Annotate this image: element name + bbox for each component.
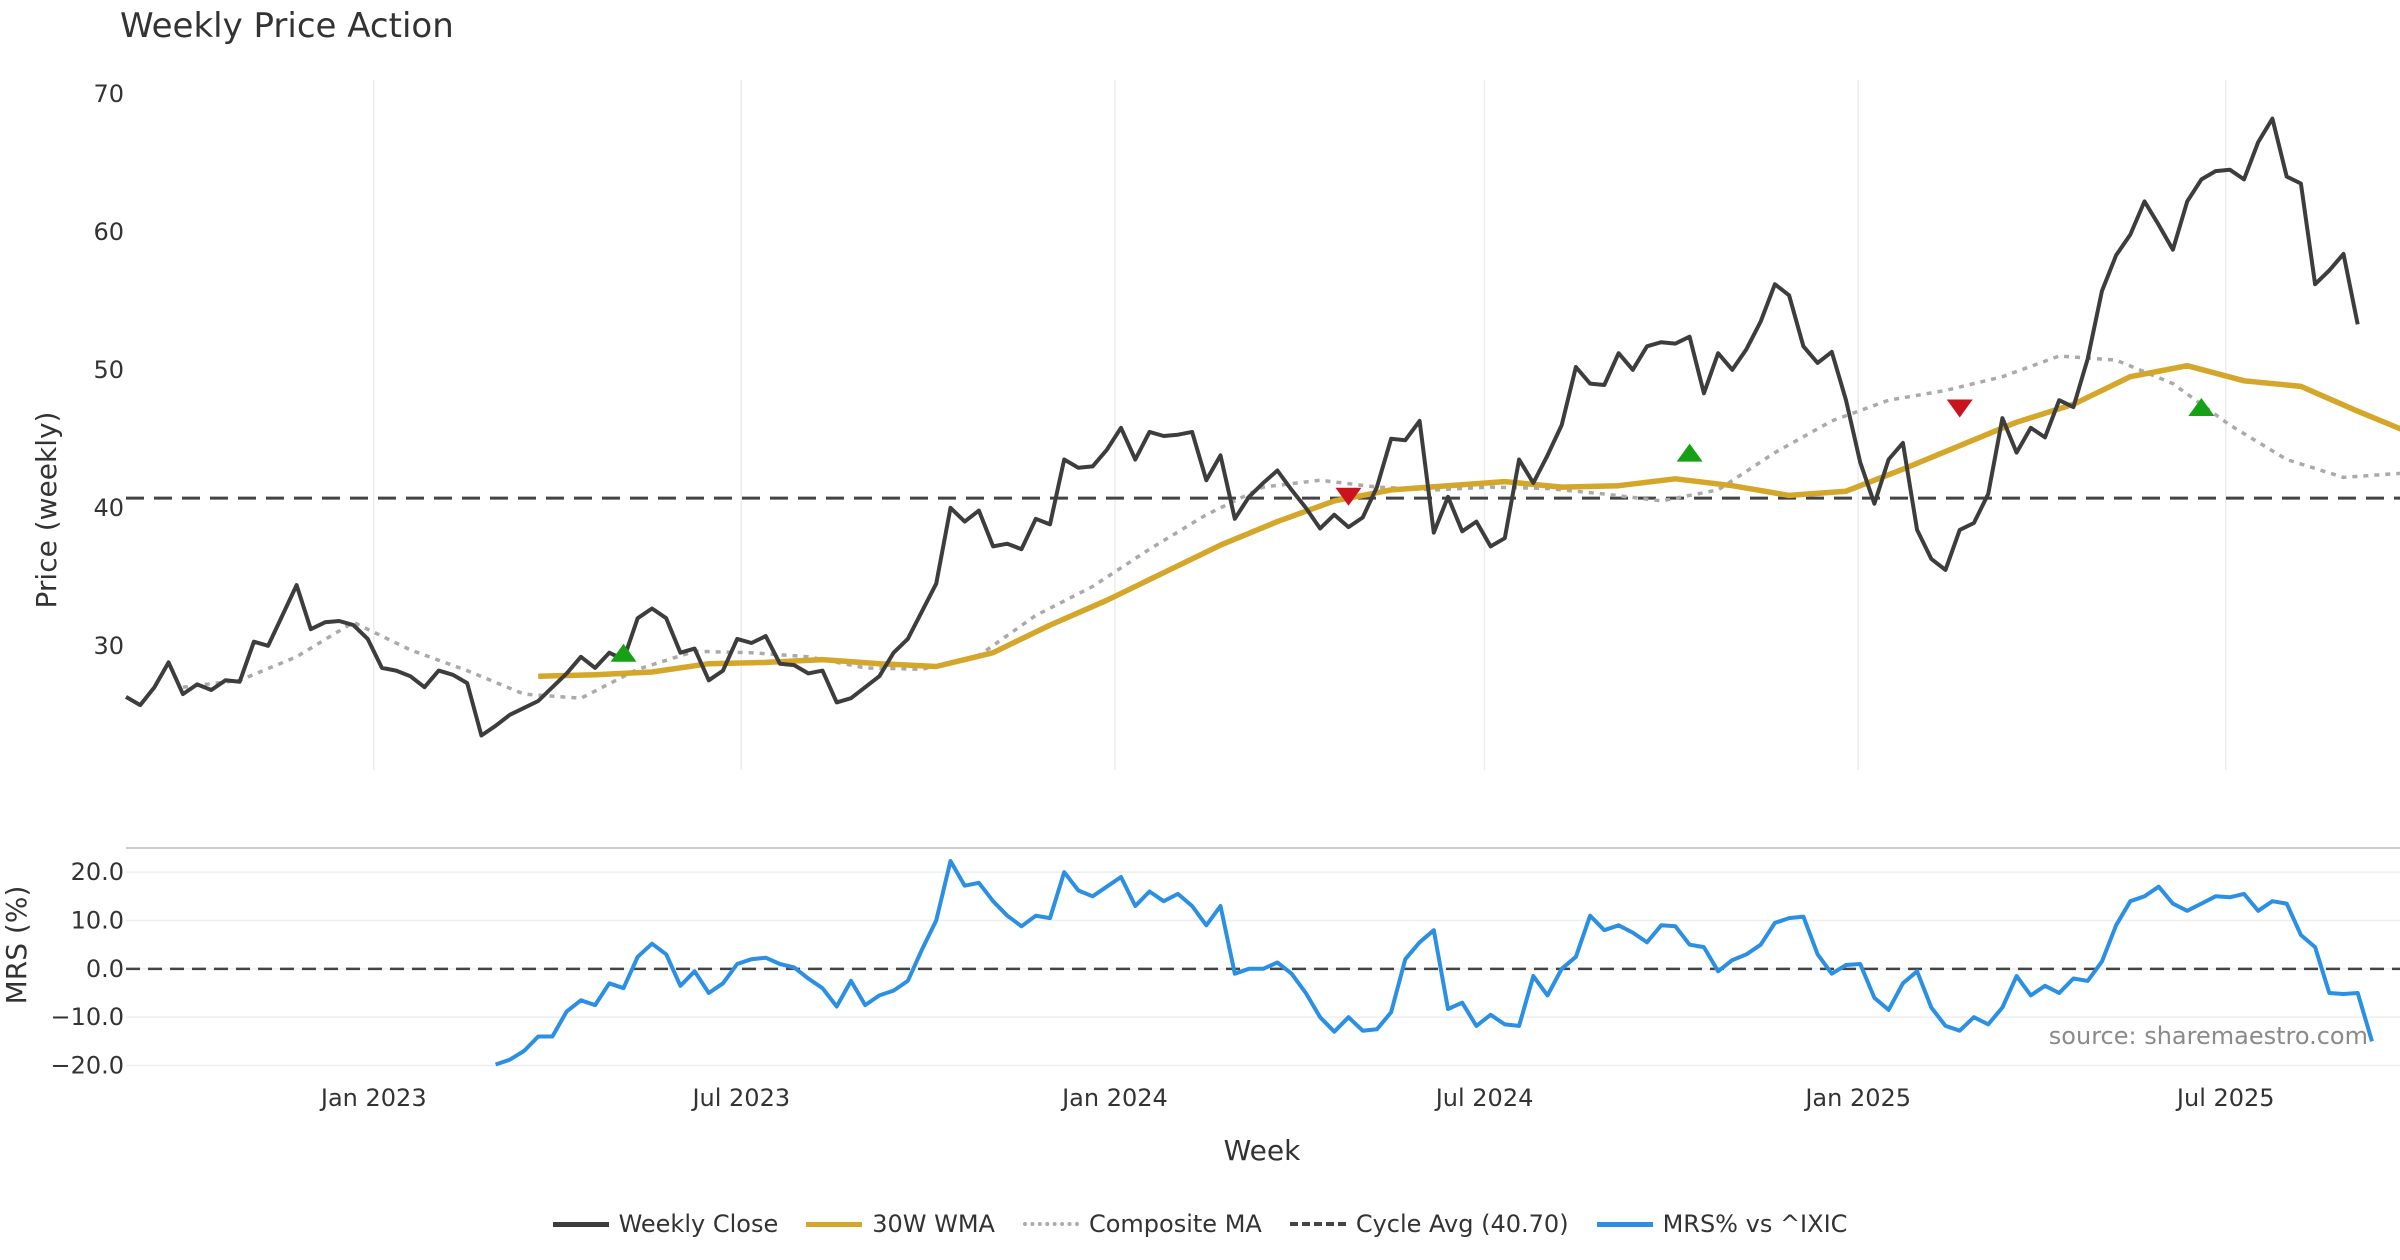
legend-item-30w-wma: 30W WMA	[806, 1210, 995, 1238]
legend-swatch	[806, 1221, 863, 1227]
axis-layer: Jan 2023 Jul 2023 Jan 2024 Jul 2024 Jan 2025…	[50, 80, 2274, 1112]
chart-title: Weekly Price Action	[120, 6, 454, 46]
x-tick-label: Jul 2024	[1434, 1084, 1534, 1112]
legend-swatch	[1022, 1222, 1079, 1226]
mrs-line	[494, 859, 2374, 1067]
legend-label: 30W WMA	[872, 1210, 995, 1238]
buy-signal-marker	[2188, 398, 2215, 417]
price-y-tick-label: 60	[93, 218, 124, 246]
legend-item-mrs: MRS% vs ^IXIC	[1596, 1210, 1848, 1238]
mrs-axis-label: MRS (%)	[0, 886, 33, 1005]
legend-item-cycle-avg: Cycle Avg (40.70)	[1289, 1210, 1569, 1238]
mrs-y-tick-label: 0.0	[86, 955, 124, 983]
buy-signal-marker	[1676, 443, 1703, 462]
legend-label: Weekly Close	[618, 1210, 779, 1238]
sell-signal-marker	[1946, 399, 1973, 418]
x-axis-label: Week	[1224, 1134, 1301, 1167]
mrs-y-tick-label: −10.0	[50, 1003, 124, 1031]
legend-item-composite-ma: Composite MA	[1022, 1210, 1262, 1238]
x-tick-label: Jul 2025	[2175, 1084, 2275, 1112]
legend-swatch	[1596, 1221, 1653, 1227]
weekly-close-line	[124, 116, 2360, 738]
price-axis-label: Price (weekly)	[30, 412, 63, 609]
signal-layer	[610, 398, 2215, 662]
mrs-y-tick-label: 10.0	[71, 907, 124, 935]
legend-item-weekly-close: Weekly Close	[552, 1210, 779, 1238]
composite-ma-line	[182, 354, 2400, 700]
legend-label: Cycle Avg (40.70)	[1355, 1210, 1569, 1238]
legend-swatch	[1289, 1222, 1346, 1226]
price-y-tick-label: 70	[93, 80, 124, 108]
legend-label: MRS% vs ^IXIC	[1662, 1210, 1848, 1238]
price-y-tick-label: 30	[93, 632, 124, 660]
legend-swatch	[552, 1221, 609, 1227]
grid-layer	[126, 80, 2400, 1067]
price-y-tick-label: 40	[93, 494, 124, 522]
x-tick-label: Jan 2025	[1803, 1084, 1911, 1112]
buy-signal-marker	[610, 643, 637, 662]
sell-signal-marker	[1335, 487, 1362, 506]
price-y-tick-label: 50	[93, 356, 124, 384]
x-tick-label: Jan 2023	[319, 1084, 427, 1112]
reference-layer	[126, 496, 2400, 971]
series-layer	[124, 116, 2400, 1067]
mrs-y-tick-label: 20.0	[71, 858, 124, 886]
30w-wma-line	[538, 362, 2400, 679]
legend: Weekly Close 30W WMA Composite MA Cycle …	[0, 1210, 2400, 1238]
mrs-y-tick-label: −20.0	[50, 1052, 124, 1080]
x-tick-label: Jan 2024	[1060, 1084, 1168, 1112]
x-tick-label: Jul 2023	[690, 1084, 790, 1112]
source-annotation: source: sharemaestro.com	[2049, 1022, 2368, 1050]
legend-label: Composite MA	[1088, 1210, 1262, 1238]
